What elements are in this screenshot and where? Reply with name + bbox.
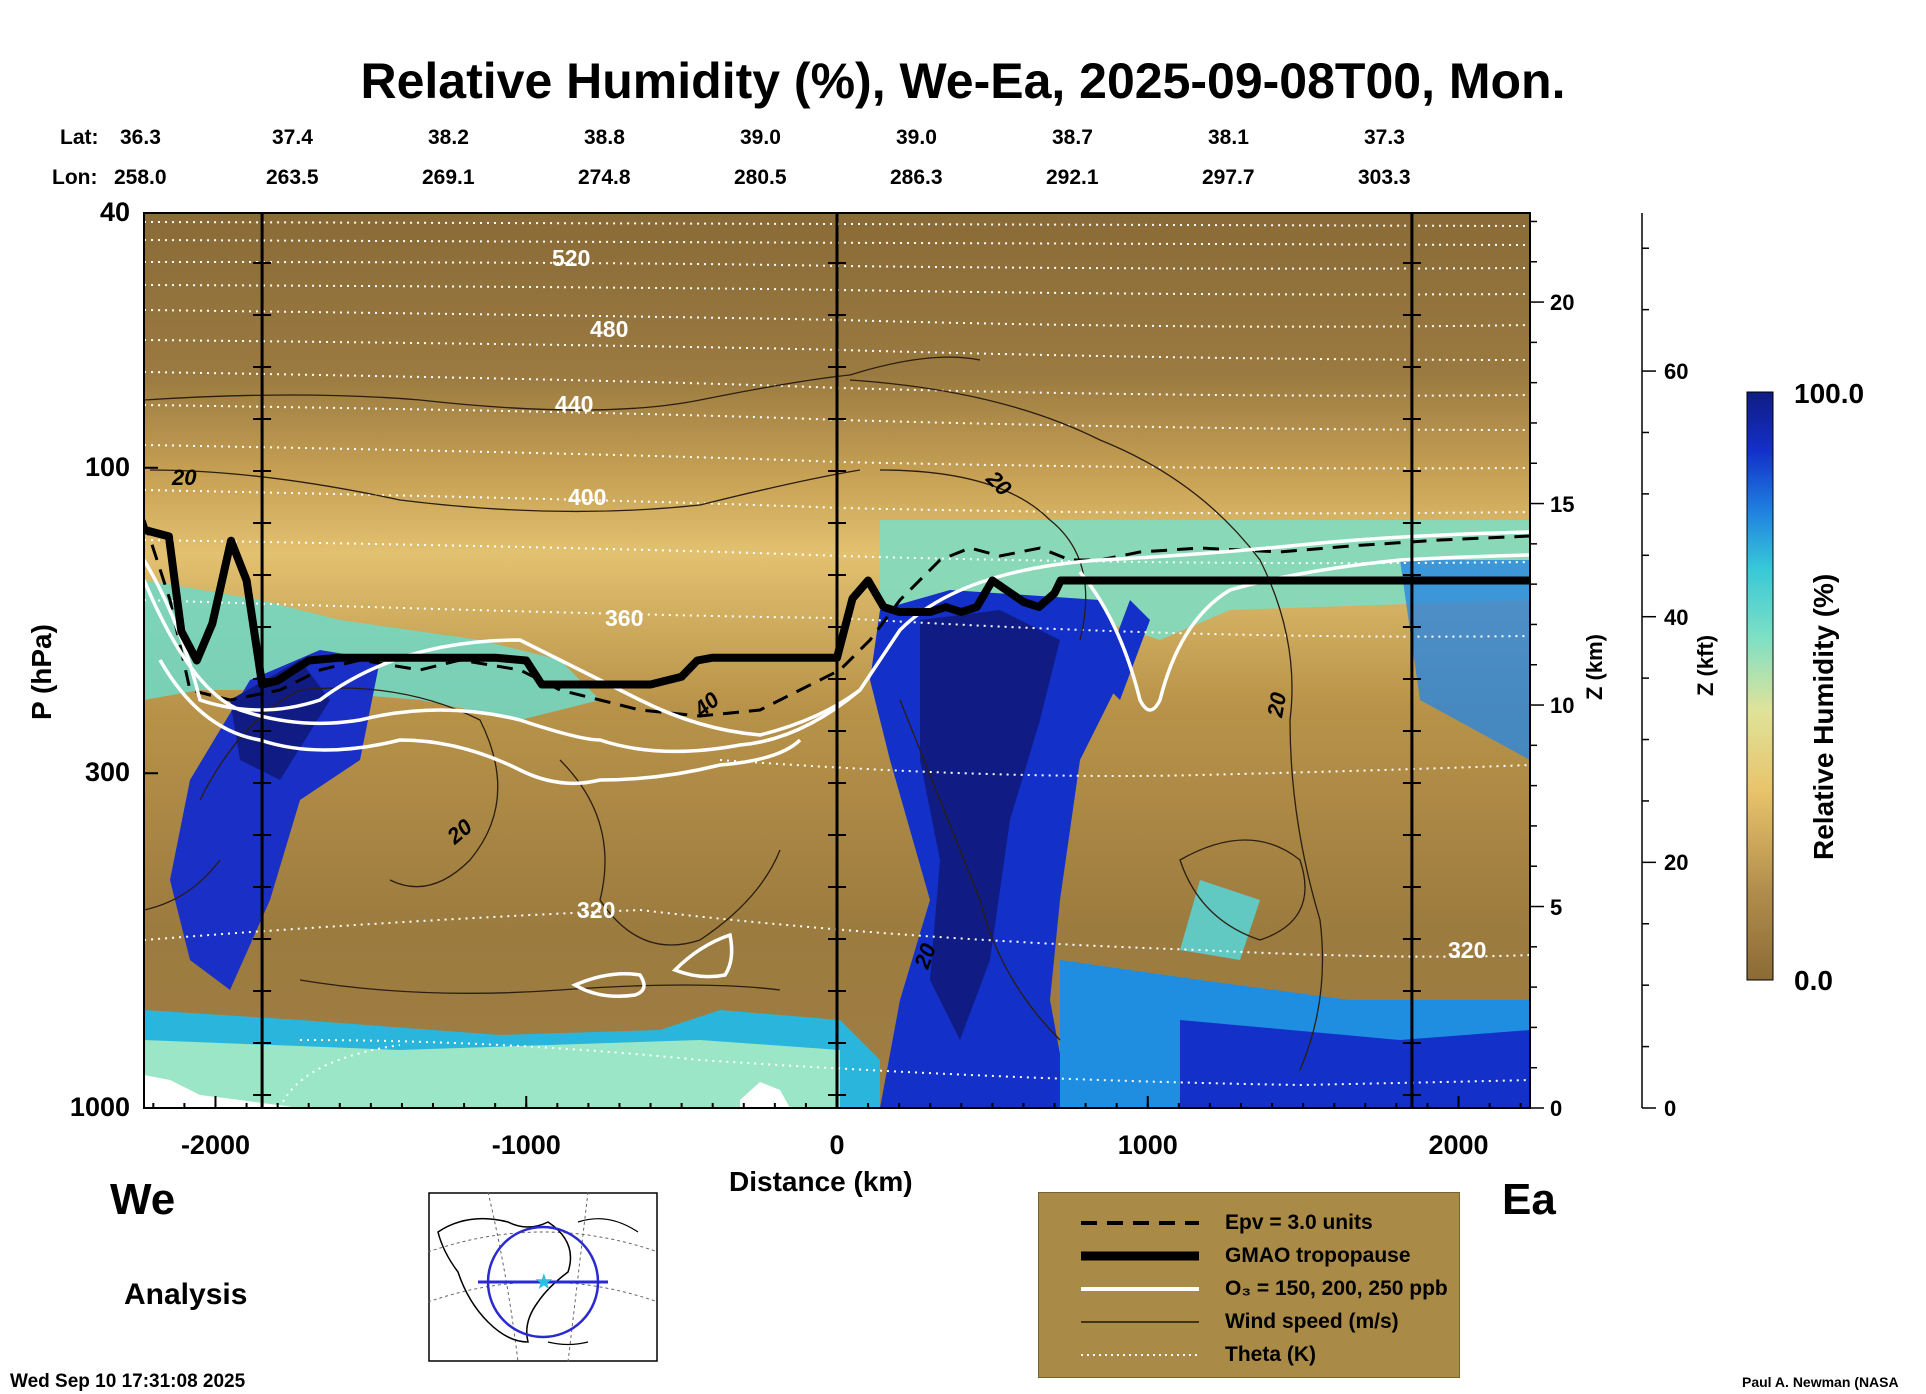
- theta-labels: 520 480 440 400 360 320 320: [552, 245, 1486, 963]
- lon-value: 258.0: [114, 166, 167, 189]
- axis-ticks: [144, 212, 1522, 1109]
- z-kft-tick-label: 60: [1664, 359, 1689, 385]
- center-star-icon: ★: [534, 1269, 554, 1294]
- legend-box: Epv = 3.0 units GMAO tropopause O₃ = 150…: [1038, 1192, 1460, 1378]
- theta-label-320-east: 320: [1448, 937, 1486, 963]
- z-km-tick-label: 15: [1550, 491, 1575, 517]
- theta-label-320: 320: [577, 897, 615, 923]
- x-tick-label: 2000: [1428, 1130, 1489, 1160]
- lon-value: 263.5: [266, 166, 319, 189]
- legend-item-wind: Wind speed (m/s): [1225, 1310, 1399, 1333]
- lon-value: 286.3: [890, 166, 943, 189]
- z-kft-tick-label: 0: [1664, 1096, 1677, 1121]
- x-tick-label: -1000: [491, 1130, 561, 1160]
- ozone-contours: [144, 530, 1530, 998]
- theta-label-400: 400: [568, 484, 606, 510]
- y-tick-label: 1000: [69, 1092, 130, 1122]
- wind-label-20e: 20: [1262, 690, 1291, 720]
- wind-speed-contours: [144, 356, 1324, 1071]
- east-label: Ea: [1502, 1175, 1556, 1224]
- tropopause-line: [144, 525, 1530, 689]
- y-tick-label: 100: [84, 451, 130, 482]
- lon-value: 269.1: [422, 166, 475, 189]
- chart-title: Relative Humidity (%), We-Ea, 2025-09-08…: [360, 53, 1566, 109]
- theta-label-360: 360: [605, 605, 643, 631]
- section-vertical-lines: [253, 213, 1421, 1108]
- theta-label-440: 440: [555, 391, 593, 417]
- lat-value: 38.8: [584, 126, 625, 149]
- wind-label-20a: 20: [171, 465, 197, 490]
- z-km-tick-label: 5: [1550, 894, 1563, 920]
- lat-value: 39.0: [740, 126, 781, 149]
- x-tick-label: 0: [829, 1130, 845, 1160]
- theta-label-480: 480: [590, 316, 628, 342]
- lon-value: 292.1: [1046, 166, 1099, 189]
- y-axis-title: P (hPa): [26, 624, 57, 720]
- lat-value: 37.4: [272, 126, 313, 149]
- west-label: We: [110, 1175, 176, 1224]
- colorbar-min-label: 0.0: [1794, 965, 1833, 996]
- z-km-tick-label: 10: [1550, 693, 1575, 719]
- timestamp: Wed Sep 10 17:31:08 2025: [10, 1371, 246, 1392]
- legend-item-theta: Theta (K): [1225, 1343, 1316, 1366]
- legend-item-tropopause: GMAO tropopause: [1225, 1244, 1411, 1267]
- credit: Paul A. Newman (NASA: [1742, 1374, 1899, 1390]
- z-km-title: Z (km): [1582, 634, 1607, 700]
- legend-item-ozone: O₃ = 150, 200, 250 ppb: [1225, 1277, 1448, 1300]
- lon-value: 303.3: [1358, 166, 1411, 189]
- lat-value: 39.0: [896, 126, 937, 149]
- lat-value: 36.3: [120, 126, 161, 149]
- z-kft-title: Z (kft): [1693, 634, 1718, 696]
- legend-item-epv: Epv = 3.0 units: [1225, 1211, 1373, 1234]
- inset-map: ★: [428, 1192, 658, 1362]
- x-axis-title: Distance (km): [729, 1166, 913, 1197]
- z-kft-tick-label: 20: [1664, 850, 1689, 876]
- epv-line: [144, 519, 1530, 718]
- lat-value: 38.2: [428, 126, 469, 149]
- theta-label-520: 520: [552, 245, 590, 271]
- lat-row-label: Lat:: [60, 126, 99, 149]
- z-km-axis: [1530, 220, 1544, 1109]
- z-kft-tick-label: 40: [1664, 604, 1689, 630]
- y-tick-label: 40: [99, 197, 130, 227]
- lat-value: 38.7: [1052, 126, 1093, 149]
- z-km-tick-label: 20: [1550, 290, 1575, 316]
- lat-value: 38.1: [1208, 126, 1249, 149]
- x-tick-label: -2000: [180, 1130, 250, 1160]
- x-tick-label: 1000: [1117, 1130, 1178, 1160]
- z-kft-axis: [1641, 213, 1656, 1109]
- y-tick-label: 300: [84, 757, 130, 788]
- lon-value: 274.8: [578, 166, 631, 189]
- z-km-tick-label: 0: [1550, 1096, 1563, 1121]
- colorbar-title: Relative Humidity (%): [1808, 573, 1839, 860]
- colorbar-max-label: 100.0: [1794, 378, 1865, 409]
- lon-value: 297.7: [1202, 166, 1255, 189]
- analysis-label: Analysis: [124, 1278, 248, 1311]
- lon-row-label: Lon:: [52, 166, 98, 189]
- lon-value: 280.5: [734, 166, 787, 189]
- lat-value: 37.3: [1364, 126, 1405, 149]
- colorbar: [1746, 391, 1774, 981]
